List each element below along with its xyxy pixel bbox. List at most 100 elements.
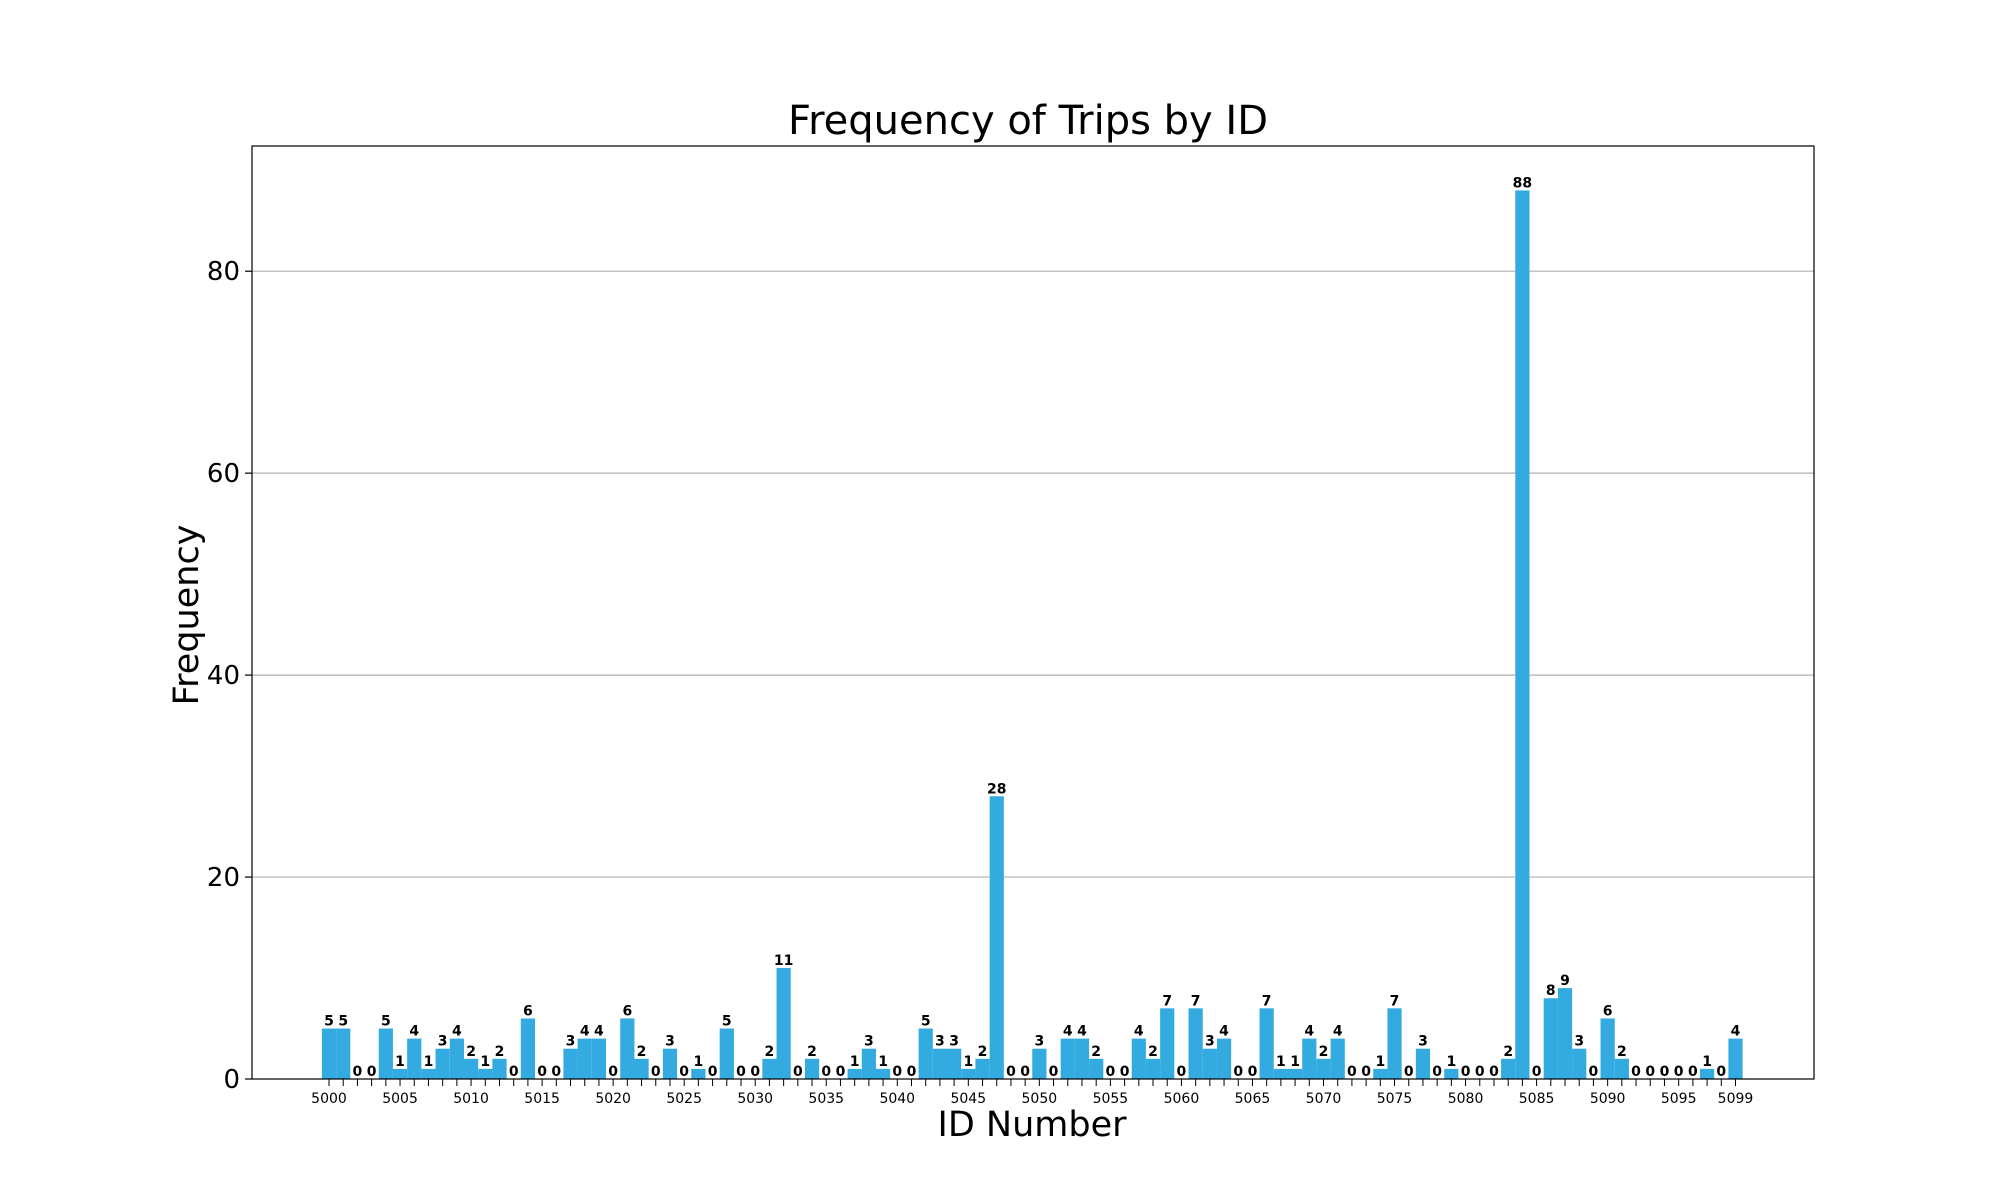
bar-5086 bbox=[1543, 998, 1558, 1079]
bar-value-label: 88 bbox=[1513, 175, 1532, 191]
bar-value-label: 4 bbox=[1304, 1024, 1314, 1040]
bar-value-label: 0 bbox=[1688, 1064, 1698, 1080]
x-tick-label: 5005 bbox=[382, 1091, 418, 1107]
bar-value-label: 2 bbox=[495, 1044, 505, 1060]
bar-5012 bbox=[492, 1058, 507, 1079]
x-axis-label: ID Number bbox=[938, 1105, 1128, 1145]
bar-value-label: 0 bbox=[1120, 1064, 1130, 1080]
bar-value-label: 5 bbox=[338, 1014, 348, 1030]
bar-5084 bbox=[1515, 190, 1530, 1079]
bar-value-label: 0 bbox=[1233, 1064, 1243, 1080]
x-tick-label: 5075 bbox=[1377, 1091, 1413, 1107]
y-tick-label: 20 bbox=[207, 863, 240, 893]
bar-value-label: 2 bbox=[1503, 1044, 1513, 1060]
bar-value-label: 0 bbox=[1461, 1064, 1471, 1080]
bar-value-label: 4 bbox=[452, 1024, 462, 1040]
bar-value-label: 0 bbox=[1432, 1064, 1442, 1080]
bar-5061 bbox=[1188, 1008, 1203, 1079]
bar-value-label: 0 bbox=[1248, 1064, 1258, 1080]
bar-value-label: 5 bbox=[324, 1014, 334, 1030]
bar-5083 bbox=[1501, 1058, 1516, 1079]
bar-5067 bbox=[1273, 1068, 1288, 1079]
bar-value-label: 1 bbox=[1702, 1054, 1712, 1070]
bar-5014 bbox=[520, 1018, 536, 1079]
y-tick-label: 0 bbox=[223, 1065, 240, 1095]
bar-5074 bbox=[1373, 1068, 1388, 1079]
bar-5026 bbox=[691, 1068, 706, 1079]
bar-value-label: 0 bbox=[679, 1064, 689, 1080]
bar-value-label: 1 bbox=[424, 1054, 434, 1070]
bar-5005 bbox=[392, 1068, 408, 1079]
bar-value-label: 5 bbox=[381, 1014, 391, 1030]
bar-value-label: 9 bbox=[1560, 973, 1570, 989]
bar-5063 bbox=[1216, 1038, 1232, 1079]
x-tick-label: 5090 bbox=[1590, 1091, 1626, 1107]
bar-value-label: 2 bbox=[1617, 1044, 1627, 1060]
bar-value-label: 0 bbox=[1645, 1064, 1655, 1080]
bar-value-label: 0 bbox=[367, 1064, 377, 1080]
bar-value-label: 0 bbox=[708, 1064, 718, 1080]
bar-5043 bbox=[932, 1048, 948, 1079]
bar-value-label: 1 bbox=[878, 1054, 888, 1070]
x-tick-label: 5080 bbox=[1448, 1091, 1484, 1107]
bar-value-label: 3 bbox=[864, 1034, 874, 1050]
bar-value-label: 0 bbox=[750, 1064, 760, 1080]
bar-value-label: 0 bbox=[821, 1064, 831, 1080]
bar-5017 bbox=[563, 1048, 578, 1079]
bar-value-label: 0 bbox=[736, 1064, 746, 1080]
bar-value-label: 2 bbox=[978, 1044, 988, 1060]
bar-value-label: 4 bbox=[580, 1024, 590, 1040]
plot-frame bbox=[251, 145, 1815, 1080]
bar-value-label: 0 bbox=[537, 1064, 547, 1080]
bar-5047 bbox=[989, 796, 1004, 1079]
x-tick-label: 5000 bbox=[311, 1091, 347, 1107]
bar-value-label: 6 bbox=[523, 1003, 533, 1019]
bar-5062 bbox=[1202, 1048, 1217, 1079]
bar-5031 bbox=[762, 1058, 777, 1079]
bar-5045 bbox=[961, 1068, 976, 1079]
bar-value-label: 2 bbox=[1319, 1044, 1329, 1060]
bar-value-label: 3 bbox=[935, 1034, 945, 1050]
bar-value-label: 0 bbox=[1660, 1064, 1670, 1080]
bar-5068 bbox=[1287, 1068, 1303, 1079]
bar-5052 bbox=[1060, 1038, 1075, 1079]
bar-value-label: 5 bbox=[722, 1014, 732, 1030]
bar-5075 bbox=[1387, 1008, 1402, 1079]
bar-value-label: 0 bbox=[1106, 1064, 1116, 1080]
y-axis-label: Frequency bbox=[167, 525, 207, 706]
bar-5058 bbox=[1145, 1058, 1161, 1079]
x-tick-label: 5015 bbox=[524, 1091, 560, 1107]
bar-value-label: 0 bbox=[836, 1064, 846, 1080]
x-tick-label: 5070 bbox=[1306, 1091, 1342, 1107]
bar-5010 bbox=[463, 1058, 479, 1079]
bar-5004 bbox=[378, 1028, 393, 1079]
bar-5024 bbox=[662, 1048, 678, 1079]
bar-value-label: 1 bbox=[694, 1054, 704, 1070]
bar-value-label: 4 bbox=[1134, 1024, 1144, 1040]
bar-value-label: 3 bbox=[438, 1034, 448, 1050]
bar-value-label: 0 bbox=[907, 1064, 917, 1080]
bar-5019 bbox=[591, 1038, 607, 1079]
bar-value-label: 2 bbox=[1091, 1044, 1101, 1060]
grid-lines bbox=[252, 270, 1814, 878]
bar-5039 bbox=[875, 1068, 891, 1079]
chart-title: Frequency of Trips by ID bbox=[788, 98, 1268, 144]
bar-value-label: 4 bbox=[594, 1024, 604, 1040]
bar-5009 bbox=[449, 1038, 464, 1079]
bar-value-label: 7 bbox=[1162, 993, 1172, 1009]
x-tick-label: 5050 bbox=[1022, 1091, 1058, 1107]
bar-5088 bbox=[1572, 1048, 1587, 1079]
bar-value-label: 2 bbox=[1148, 1044, 1158, 1060]
bar-5077 bbox=[1415, 1048, 1431, 1079]
bar-value-label: 7 bbox=[1390, 993, 1400, 1009]
bar-value-label: 3 bbox=[1205, 1034, 1215, 1050]
x-tick-label: 5035 bbox=[808, 1091, 844, 1107]
bar-value-label: 0 bbox=[651, 1064, 661, 1080]
bar-value-label: 5 bbox=[921, 1014, 931, 1030]
bar-value-label: 2 bbox=[637, 1044, 647, 1060]
x-tick-label: 5065 bbox=[1235, 1091, 1271, 1107]
x-axis-ticks: 5000 5005 5010 5015 5020 5025 5030 5035 5040 5045… bbox=[311, 1079, 1753, 1107]
bar-value-label: 1 bbox=[1290, 1054, 1300, 1070]
